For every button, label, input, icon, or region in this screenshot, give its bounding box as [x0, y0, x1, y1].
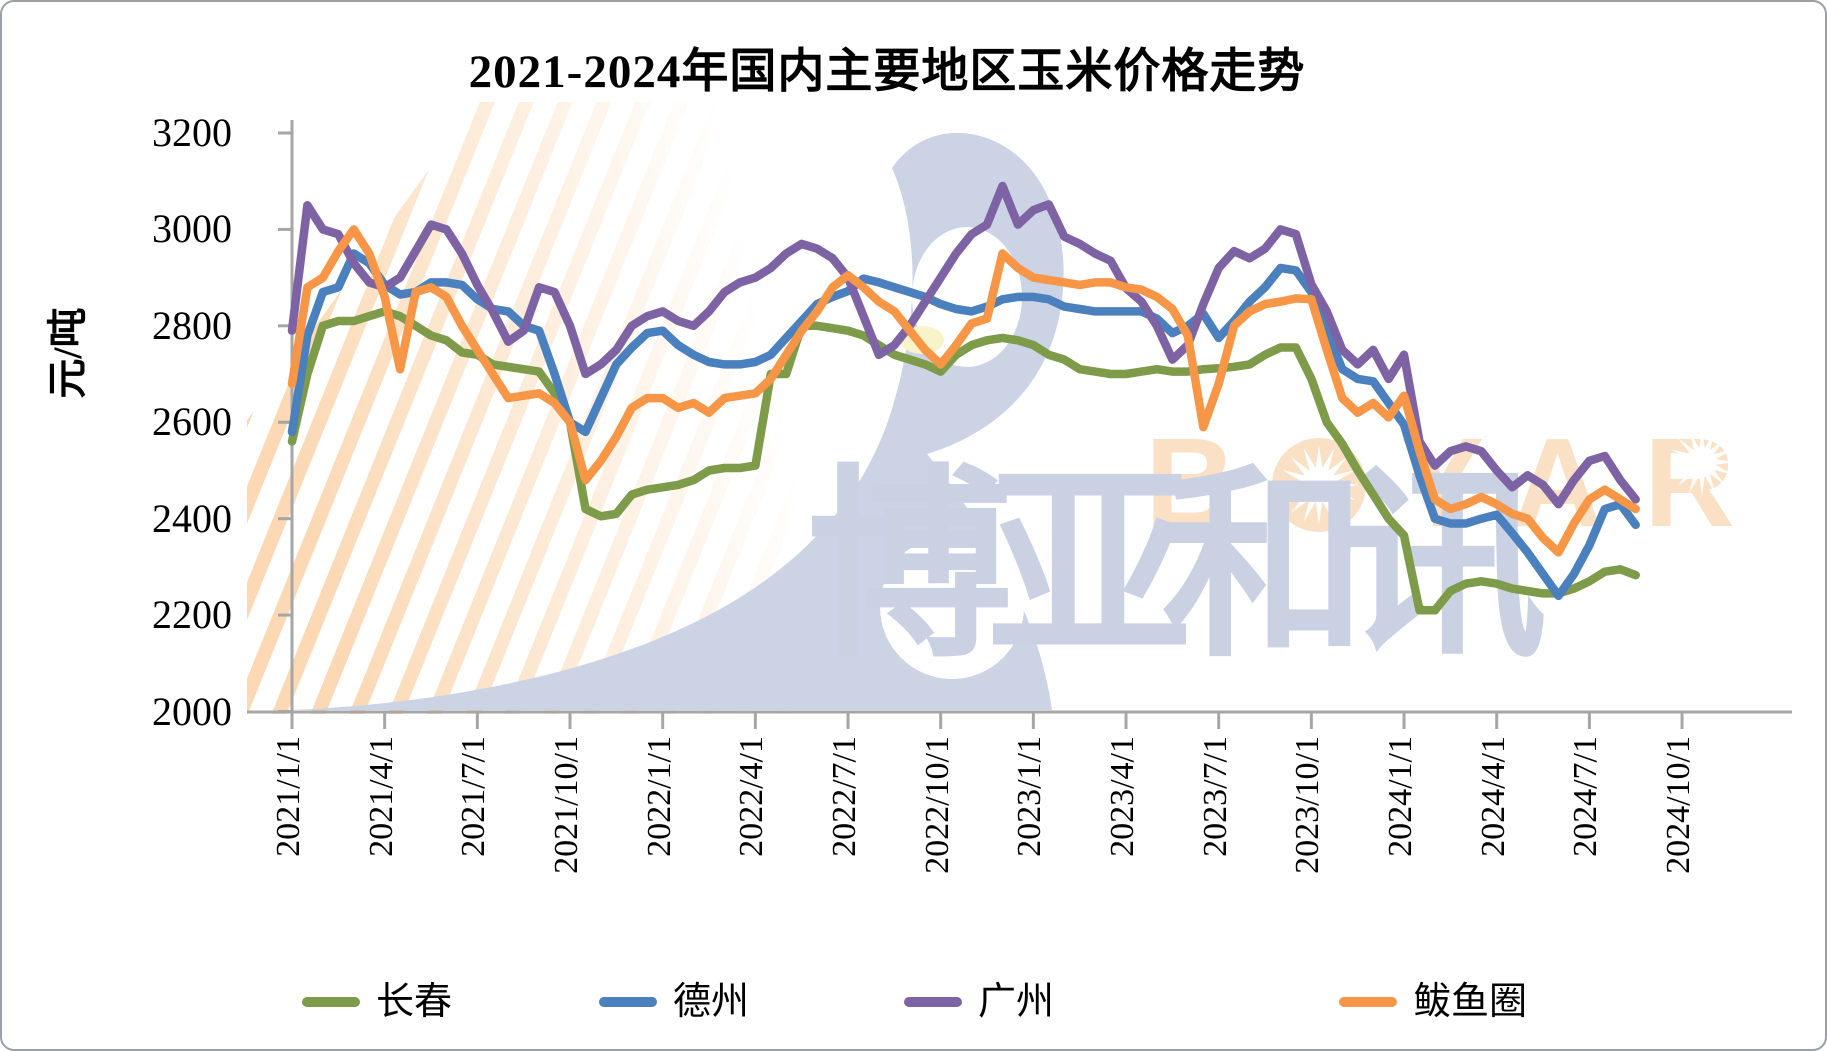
chart-title: 2021-2024年国内主要地区玉米价格走势 — [468, 46, 1306, 98]
cn-watermark-char-博: 博 — [807, 452, 1012, 681]
legend-label-德州: 德州 — [673, 981, 750, 1023]
sun-star-icon — [1279, 445, 1359, 525]
swoosh-shape — [292, 132, 1064, 710]
boyar-letter-R: R — [1644, 412, 1735, 553]
swoosh-hole — [880, 535, 1024, 679]
legend-swatch-广州 — [904, 997, 962, 1007]
series-line-长春 — [287, 307, 1640, 615]
cn-watermark-char-亚: 亚 — [987, 452, 1192, 681]
y-tick-label-3000: 3000 — [152, 206, 232, 252]
boyar-letter-B: B — [1145, 412, 1236, 553]
legend-label-广州: 广州 — [978, 981, 1055, 1023]
series-line-鲅鱼圈 — [287, 225, 1640, 557]
legend-swatch-鲅鱼圈 — [1339, 997, 1397, 1007]
legend-swatch-德州 — [599, 997, 657, 1007]
legend-label-长春: 长春 — [376, 981, 453, 1023]
y-tick-label-2200: 2200 — [152, 592, 232, 638]
series-line-德州 — [287, 249, 1640, 601]
cn-watermark-char-和: 和 — [1162, 452, 1367, 681]
y-tick-label-3200: 3200 — [152, 110, 232, 155]
y-tick-label-2800: 2800 — [152, 302, 232, 348]
legend-swatch-长春 — [302, 997, 360, 1007]
y-tick-label-2600: 2600 — [152, 399, 232, 445]
series-line-广州 — [287, 181, 1640, 509]
y-tick-label-2000: 2000 — [152, 688, 232, 734]
y-tick-label-2400: 2400 — [152, 495, 232, 541]
legend-label-鲅鱼圈: 鲅鱼圈 — [1413, 981, 1528, 1023]
sun-star-icon — [1668, 428, 1736, 496]
